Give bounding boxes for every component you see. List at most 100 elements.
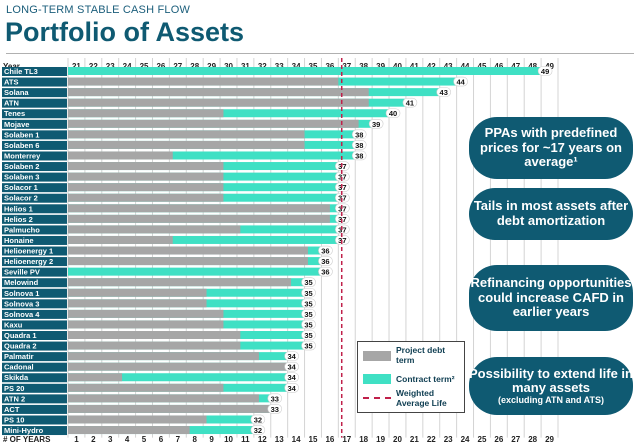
legend-swatch-debt <box>363 351 391 361</box>
row-label-box <box>2 257 67 267</box>
row-label-box <box>2 151 67 161</box>
bottom-axis-tick: 2 <box>91 435 96 444</box>
value-label-pill <box>368 119 384 129</box>
top-axis-tick: 38 <box>359 62 368 71</box>
bottom-axis-tick: 8 <box>192 435 197 444</box>
value-label: 43 <box>440 88 448 97</box>
debt-term-bar <box>68 394 259 403</box>
row-label: Cadonal <box>4 363 34 372</box>
value-label-pill <box>537 66 553 76</box>
top-axis-tick: 37 <box>342 62 351 71</box>
value-label-pill <box>301 309 316 319</box>
value-label: 49 <box>541 67 549 76</box>
chart-legend: Project debt term Contract term² Weighte… <box>357 341 465 413</box>
callout-extend-life-note: (excluding ATN and ATS) <box>498 394 604 405</box>
contract-term-bar <box>68 151 356 160</box>
row-label: Palmatir <box>4 352 34 361</box>
value-label: 34 <box>287 363 296 372</box>
bottom-axis-tick: 28 <box>528 435 537 444</box>
value-label-pill <box>250 414 266 425</box>
row-label: Solnova 4 <box>4 310 40 319</box>
value-label-pill <box>301 319 316 330</box>
row-label-box <box>2 331 67 340</box>
top-axis-tick: 22 <box>89 62 98 71</box>
debt-term-bar <box>68 362 288 371</box>
value-label-pill <box>402 97 418 108</box>
row-label: Solnova 1 <box>4 289 39 298</box>
value-label: 35 <box>304 310 312 319</box>
value-label: 34 <box>287 384 296 393</box>
row-label-box <box>2 288 67 298</box>
debt-term-bar <box>68 140 305 149</box>
row-label: Quadra 2 <box>4 342 37 351</box>
row-label-box <box>2 415 67 425</box>
debt-term-bar <box>68 257 308 266</box>
bottom-axis-tick: 22 <box>427 435 436 444</box>
debt-term-bar <box>68 204 330 213</box>
callout-refinancing: Refinancing opportunities could increase… <box>469 265 633 331</box>
callout-ppas-text: PPAs with predefined prices for ~17 year… <box>480 125 622 170</box>
row-label: Solacor 2 <box>4 194 38 203</box>
debt-term-bar <box>68 373 123 382</box>
bottom-axis-label: # OF YEARS <box>3 435 51 444</box>
bottom-axis-tick: 21 <box>410 435 419 444</box>
bottom-axis-tick: 27 <box>511 435 520 444</box>
debt-term-bar <box>68 299 207 308</box>
bottom-axis-tick: 6 <box>159 435 164 444</box>
value-label-pill <box>301 277 316 288</box>
value-label-pill <box>385 108 401 119</box>
debt-term-bar <box>68 162 224 171</box>
value-label: 35 <box>304 331 312 340</box>
row-label-box <box>2 162 67 172</box>
row-label: PS 10 <box>4 415 24 424</box>
legend-label-debt: Project debt term <box>396 345 446 365</box>
value-label-pill <box>301 330 316 340</box>
row-label: Monterrey <box>4 151 41 160</box>
bottom-axis-tick: 19 <box>376 435 385 444</box>
value-label: 38 <box>355 151 363 160</box>
row-label-box <box>2 299 67 309</box>
contract-term-bar <box>68 67 542 75</box>
contract-term-bar <box>68 109 390 118</box>
debt-term-bar <box>68 193 224 202</box>
value-label: 40 <box>389 109 397 118</box>
row-label: Kaxu <box>4 320 23 329</box>
value-label: 35 <box>304 278 312 287</box>
bottom-axis-tick: 14 <box>292 435 301 444</box>
row-label-box <box>2 98 67 108</box>
debt-term-bar <box>68 119 359 128</box>
top-axis-tick: 25 <box>140 62 149 71</box>
row-label-box <box>2 119 67 129</box>
value-label-pill <box>318 266 333 277</box>
row-label: ACT <box>4 405 20 414</box>
row-label: ATS <box>4 78 18 87</box>
top-axis-tick: 40 <box>393 62 402 71</box>
debt-term-bar <box>68 341 241 350</box>
bottom-axis-tick: 11 <box>241 435 250 444</box>
top-axis-tick: 46 <box>494 62 503 71</box>
value-label-pill <box>318 245 333 256</box>
legend-swatch-average <box>363 397 391 399</box>
top-axis-label: Year <box>3 62 20 71</box>
top-axis-tick: 28 <box>190 62 199 71</box>
bottom-axis-tick: 5 <box>142 435 147 444</box>
value-label: 38 <box>355 141 363 150</box>
debt-term-bar <box>68 331 241 339</box>
row-label: Quadra 1 <box>4 331 37 340</box>
value-label: 32 <box>254 415 262 424</box>
value-label-pill <box>351 150 367 161</box>
top-axis-tick: 34 <box>292 62 301 71</box>
value-label: 41 <box>406 99 414 108</box>
callout-refinancing-text: Refinancing opportunities could increase… <box>470 275 632 320</box>
row-label: Helioenergy 1 <box>4 247 53 256</box>
value-label: 33 <box>271 394 279 403</box>
contract-term-bar <box>68 267 322 276</box>
bottom-axis-tick: 17 <box>342 435 351 444</box>
row-label-box <box>2 373 67 383</box>
bottom-axis-tick: 13 <box>275 435 284 444</box>
value-label: 39 <box>372 120 380 129</box>
row-label: Tenes <box>4 109 25 118</box>
bottom-axis-tick: 24 <box>461 435 470 444</box>
value-label-pill <box>318 256 333 266</box>
